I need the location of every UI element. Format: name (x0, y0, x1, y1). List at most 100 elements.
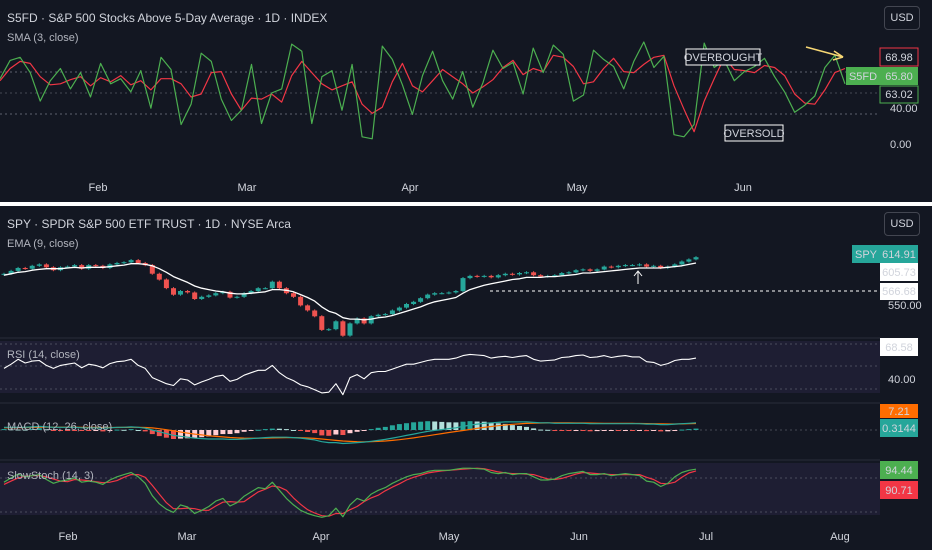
bottom-series (1, 256, 699, 518)
spy-candle (580, 269, 586, 271)
macd-histogram-bar (552, 430, 558, 431)
bottom-currency-button[interactable]: USD (884, 212, 920, 236)
up-arrow-icon (633, 270, 643, 284)
macd-histogram-bar (156, 430, 162, 437)
spy-candle (227, 291, 233, 298)
macd-histogram-bar (347, 430, 353, 434)
pane-separator[interactable] (0, 202, 932, 206)
bottom-month-labels: Feb Mar Apr May Jun Jul Aug (59, 531, 850, 543)
spy-candle (404, 304, 409, 308)
top-sma-price-box (879, 85, 919, 104)
macd-histogram-bar (644, 430, 650, 432)
spy-candle (629, 265, 635, 267)
rsi-pane-bg (0, 341, 880, 393)
rsi-label[interactable]: RSI (14, close) (7, 349, 80, 361)
macd-histogram-bar (686, 429, 692, 431)
bottom-month-apr: Apr (312, 531, 329, 543)
spy-candle (213, 293, 219, 296)
macd-line (4, 421, 697, 445)
spy-candle (156, 273, 162, 280)
sma-line (0, 54, 846, 133)
rsi-ytick-40: 40.00 (888, 374, 916, 386)
macd-histogram-bar (517, 426, 522, 430)
bottom-indicator-label[interactable]: EMA (9, close) (7, 238, 79, 250)
macd-label[interactable]: MACD (12, 26, close) (7, 421, 112, 433)
spy-candle (163, 279, 169, 289)
macd-histogram-bar (142, 430, 148, 432)
spy-candle (312, 310, 318, 317)
spy-candle (291, 293, 296, 297)
spy-price-box (880, 245, 918, 263)
macd-histogram-bar (637, 430, 642, 431)
bottom-month-jun: Jun (570, 531, 588, 543)
top-upper-price-box (879, 47, 919, 67)
spy-candle (255, 288, 261, 292)
macd-histogram-bar (1, 429, 7, 431)
oversold-annotation: OVERSOLD (723, 128, 784, 140)
macd-histogram-bar (121, 429, 127, 431)
macd-histogram-bar (481, 421, 487, 430)
spy-symbol-tag (852, 245, 880, 263)
macd-histogram-bar (248, 430, 254, 431)
spy-candle (601, 266, 607, 270)
top-month-labels: Feb Mar Apr May Jun (89, 182, 752, 194)
macd-histogram-bar (594, 430, 600, 432)
macd-histogram-bar (340, 430, 346, 435)
spy-candle (425, 294, 431, 299)
spy-candle (488, 275, 494, 278)
macd-histogram-bar (432, 421, 438, 430)
stoch-k-value: 94.44 (885, 465, 913, 477)
spy-candle (686, 259, 692, 262)
spy-candle (693, 257, 699, 260)
macd-histogram-bar (100, 430, 106, 432)
stoch-d-value: 90.71 (885, 485, 913, 497)
macd-histogram-bar (262, 429, 268, 431)
macd-histogram-bar (502, 423, 508, 430)
spy-symbol-label: SPY (855, 249, 878, 261)
spy-candle (354, 318, 360, 324)
macd-histogram-bar (629, 430, 635, 431)
ema-price-box (880, 263, 918, 281)
spy-candle (347, 323, 353, 336)
top-currency-button[interactable]: USD (884, 6, 920, 30)
spy-candle (128, 260, 134, 263)
spy-candle (269, 281, 275, 289)
spy-candle (1, 273, 7, 275)
macd-histogram-bar (361, 430, 367, 431)
spy-candle (672, 264, 678, 267)
spy-candle (474, 275, 480, 277)
spy-candle (22, 268, 28, 269)
top-indicator-label[interactable]: SMA (3, close) (7, 32, 79, 44)
bottom-month-jul: Jul (699, 531, 713, 543)
dashed-price: 566.68 (882, 286, 916, 298)
macd-histogram-bar (559, 430, 565, 431)
spy-candle (220, 291, 226, 294)
spy-candle (319, 316, 325, 330)
spy-candle (29, 265, 35, 269)
stoch-label[interactable]: SlowStoch (14, 3) (7, 470, 94, 482)
spy-candle (340, 321, 346, 336)
spy-candle (368, 316, 374, 324)
spy-candle (382, 314, 388, 316)
rsi-value: 68.58 (885, 342, 913, 354)
spy-candle (389, 310, 395, 315)
macd-histogram-bar (509, 425, 515, 430)
macd-histogram-bar (178, 430, 183, 439)
spy-candle (566, 272, 572, 274)
top-pane: Feb Mar Apr May Jun S5FD · S&P 500 Stocks Ab… (0, 11, 919, 194)
macd-histogram-bar (291, 430, 296, 431)
spy-candle (326, 329, 332, 331)
macd-histogram-bar (58, 430, 63, 431)
spy-candle (538, 275, 544, 277)
spy-candle (276, 281, 282, 289)
macd-histogram-bar (580, 430, 586, 431)
macd-histogram-bar (29, 428, 35, 430)
spy-candle (375, 314, 381, 317)
spy-candle (679, 261, 685, 265)
spy-candle (467, 275, 473, 279)
top-title: S5FD · S&P 500 Stocks Above 5-Day Averag… (7, 11, 327, 25)
top-symbol-label: S5FD (849, 71, 877, 83)
macd-histogram-bar (86, 430, 92, 431)
macd-histogram-bar (453, 422, 459, 430)
macd-histogram-bar (15, 429, 21, 431)
